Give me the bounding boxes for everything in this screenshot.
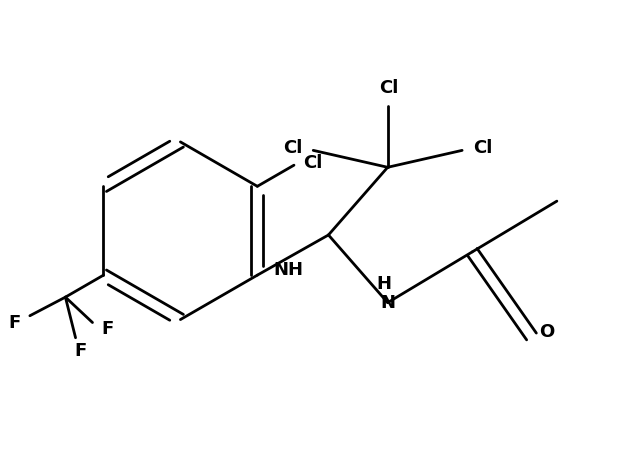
Text: F: F — [74, 342, 87, 360]
Text: Cl: Cl — [379, 79, 398, 97]
Text: F: F — [8, 313, 20, 332]
Text: H: H — [376, 275, 391, 293]
Text: N: N — [380, 294, 395, 312]
Text: Cl: Cl — [473, 139, 492, 157]
Text: NH: NH — [274, 261, 303, 280]
Text: F: F — [102, 320, 114, 338]
Text: Cl: Cl — [284, 139, 303, 157]
Text: O: O — [539, 323, 554, 341]
Text: Cl: Cl — [303, 154, 323, 172]
